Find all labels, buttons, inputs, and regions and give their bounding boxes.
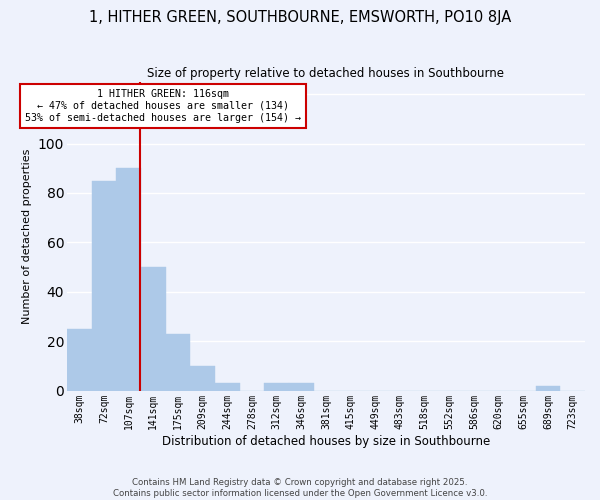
Bar [190, 366, 215, 391]
X-axis label: Distribution of detached houses by size in Southbourne: Distribution of detached houses by size … [162, 434, 490, 448]
Bar [536, 386, 560, 391]
Text: 1, HITHER GREEN, SOUTHBOURNE, EMSWORTH, PO10 8JA: 1, HITHER GREEN, SOUTHBOURNE, EMSWORTH, … [89, 10, 511, 25]
Bar [215, 384, 239, 391]
Bar [67, 329, 92, 391]
Y-axis label: Number of detached properties: Number of detached properties [22, 148, 32, 324]
Title: Size of property relative to detached houses in Southbourne: Size of property relative to detached ho… [148, 68, 505, 80]
Bar [141, 267, 166, 391]
Text: Contains HM Land Registry data © Crown copyright and database right 2025.
Contai: Contains HM Land Registry data © Crown c… [113, 478, 487, 498]
Bar [116, 168, 141, 391]
Bar [289, 384, 314, 391]
Bar [92, 180, 116, 391]
Text: 1 HITHER GREEN: 116sqm
← 47% of detached houses are smaller (134)
53% of semi-de: 1 HITHER GREEN: 116sqm ← 47% of detached… [25, 90, 301, 122]
Bar [265, 384, 289, 391]
Bar [166, 334, 190, 391]
